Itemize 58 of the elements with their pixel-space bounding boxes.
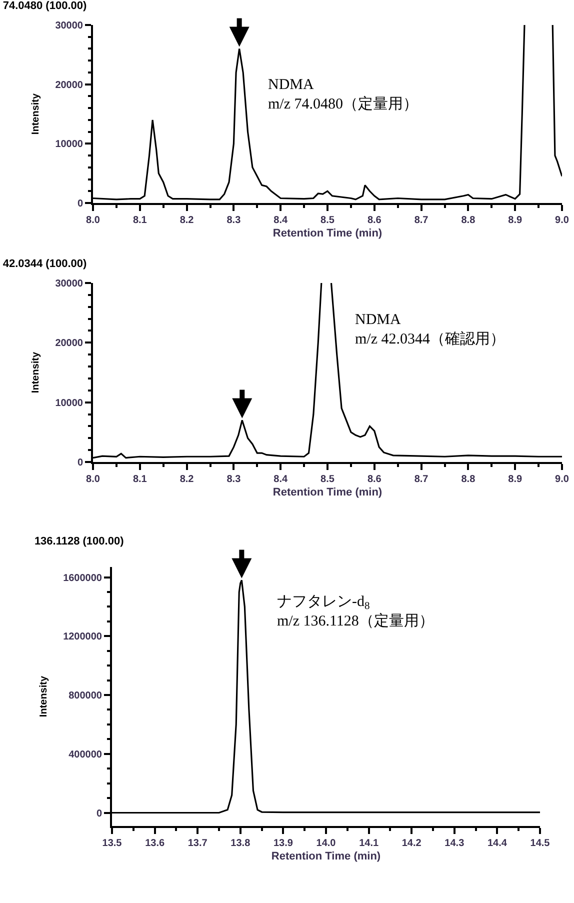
x-tick-label: 13.7	[188, 838, 208, 849]
x-tick-label: 14.0	[316, 838, 336, 849]
y-tick-label: 10000	[55, 398, 84, 409]
y-tick-label: 30000	[55, 278, 84, 290]
y-axis-title: Intensity	[30, 93, 42, 135]
x-tick-label: 13.9	[273, 838, 294, 849]
x-tick-label: 8.7	[414, 215, 429, 226]
x-tick-label: 13.8	[230, 838, 251, 849]
x-tick-label: 8.6	[367, 474, 382, 485]
annotation: ナフタレン-d$_{8}$ m/z 136.1128（定量用）	[277, 594, 434, 630]
x-tick-label: 14.5	[530, 838, 550, 849]
x-axis-title: Retention Time (min)	[272, 486, 382, 499]
annotation: NDMA m/z 74.0480（定量用）	[268, 77, 418, 112]
y-tick-label: 10000	[55, 139, 84, 150]
x-tick-label: 9.0	[555, 474, 570, 485]
x-tick-label: 8.2	[180, 474, 194, 485]
x-tick-label: 14.1	[359, 838, 379, 849]
x-tick-label: 8.7	[414, 474, 429, 485]
x-tick-label: 8.0	[86, 215, 100, 226]
x-tick-label: 8.0	[86, 474, 100, 485]
y-tick-label: 400000	[68, 749, 102, 760]
x-tick-label: 8.1	[132, 215, 148, 226]
y-tick-label: 1200000	[63, 632, 102, 643]
x-tick-label: 8.3	[226, 474, 242, 485]
x-tick-label: 8.8	[461, 215, 476, 226]
y-tick-label: 1600000	[63, 572, 102, 584]
x-tick-label: 8.2	[180, 215, 194, 226]
x-tick-label: 14.2	[402, 838, 422, 849]
x-tick-label: 8.5	[320, 474, 335, 485]
x-tick-label: 8.9	[508, 474, 522, 485]
x-tick-label: 8.8	[461, 474, 476, 485]
annotation: NDMA m/z 42.0344（確認用）	[355, 312, 505, 348]
x-tick-label: 9.0	[555, 215, 570, 226]
y-tick-label: 0	[77, 198, 84, 210]
y-tick-label: 0	[96, 808, 102, 820]
x-tick-label: 8.4	[274, 215, 288, 226]
chart-title: 136.1128 (100.00)	[34, 535, 124, 548]
x-tick-label: 8.6	[367, 215, 382, 226]
x-tick-label: 8.4	[274, 474, 288, 485]
y-tick-label: 20000	[55, 80, 84, 91]
x-tick-label: 14.4	[487, 838, 508, 849]
y-tick-label: 0	[77, 458, 84, 468]
x-axis-title: Retention Time (min)	[272, 228, 382, 240]
x-tick-label: 8.3	[226, 215, 242, 226]
y-axis-title: Intensity	[38, 676, 50, 718]
x-tick-label: 8.9	[508, 215, 522, 226]
x-tick-label: 8.5	[320, 215, 335, 226]
x-tick-label: 13.5	[102, 838, 122, 849]
y-tick-label: 30000	[55, 20, 84, 32]
chart-title: 42.0344 (100.00)	[2, 258, 87, 270]
x-tick-label: 14.3	[444, 838, 465, 849]
x-tick-label: 13.6	[145, 838, 165, 849]
y-axis-title: Intensity	[30, 352, 42, 394]
chart-title: 74.0480 (100.00)	[2, 0, 87, 12]
y-tick-label: 20000	[55, 338, 84, 350]
y-tick-label: 800000	[68, 690, 102, 702]
x-tick-label: 8.1	[132, 474, 148, 485]
x-axis-title: Retention Time (min)	[271, 850, 381, 863]
